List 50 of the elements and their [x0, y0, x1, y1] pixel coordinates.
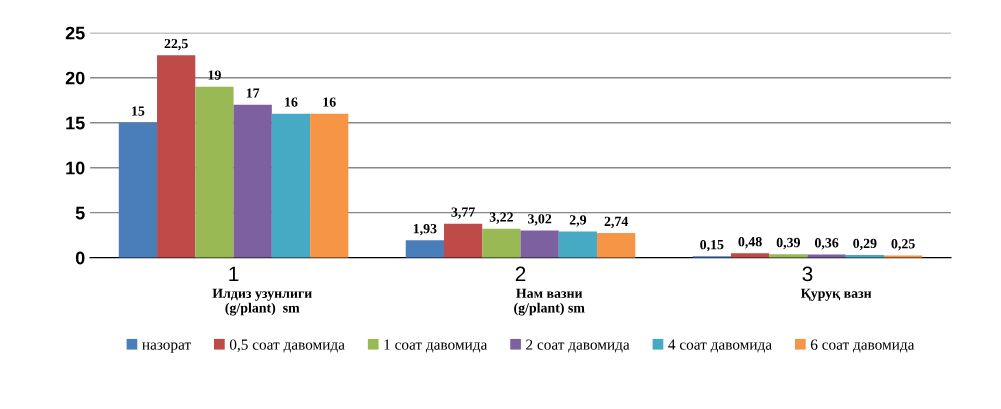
data-label: 2,74 [604, 216, 629, 229]
bar [405, 240, 444, 258]
data-label: 17 [246, 88, 260, 98]
data-label: 15 [132, 106, 145, 116]
text: Илдиз узунлиги (g/plant) sm [212, 288, 312, 316]
text: Нам вазни (g/plant) sm [514, 288, 585, 316]
y-tick-label: 15 [66, 116, 85, 130]
data-label: 16 [323, 97, 336, 107]
y-tick-label: 25 [65, 26, 85, 40]
bar [730, 253, 770, 258]
legend-label: 6 соат давомида [810, 339, 915, 353]
legend-label: 1 соат давомида [384, 339, 488, 353]
bar [520, 230, 559, 258]
bar [444, 223, 483, 258]
legend-label: 2 соат давомида [526, 339, 630, 353]
legend-label: назорат [142, 342, 191, 353]
data-label: 3,77 [451, 207, 475, 219]
data-label: 0,29 [853, 238, 877, 251]
data-label: 0,39 [776, 237, 800, 250]
bar [271, 113, 311, 258]
data-label: 3,22 [489, 212, 513, 224]
bar [118, 122, 158, 258]
bar [482, 228, 521, 258]
y-tick-label: 5 [75, 206, 85, 220]
x-tick-label: 2 [515, 266, 526, 282]
x-tick-label: 3 [802, 266, 813, 282]
data-label: 0,48 [738, 236, 762, 249]
y-tick-label: 20 [65, 71, 85, 85]
bar [195, 86, 234, 258]
bar [558, 231, 598, 258]
legend-label: 0,5 соат давомида [229, 339, 345, 353]
bar [310, 113, 349, 258]
bar [233, 104, 272, 258]
bar [157, 55, 196, 258]
data-label: 0,25 [891, 239, 915, 251]
data-label: 2,9 [569, 215, 587, 227]
data-label: 3,02 [528, 214, 552, 226]
data-label: 19 [208, 70, 221, 80]
data-label: 0,15 [700, 239, 724, 252]
data-label: 1,93 [413, 223, 437, 236]
y-tick-label: 0 [75, 251, 85, 265]
data-label: 16 [285, 97, 298, 107]
text: Қуруқ вазн [800, 288, 872, 301]
data-label: 22,5 [164, 38, 188, 51]
data-label: 0,36 [814, 238, 839, 250]
x-tick-label: 1 [229, 266, 239, 282]
y-tick-label: 10 [66, 161, 85, 175]
bar [807, 254, 846, 258]
bar [597, 233, 636, 258]
legend-label: 4 соат давомида [668, 339, 772, 353]
